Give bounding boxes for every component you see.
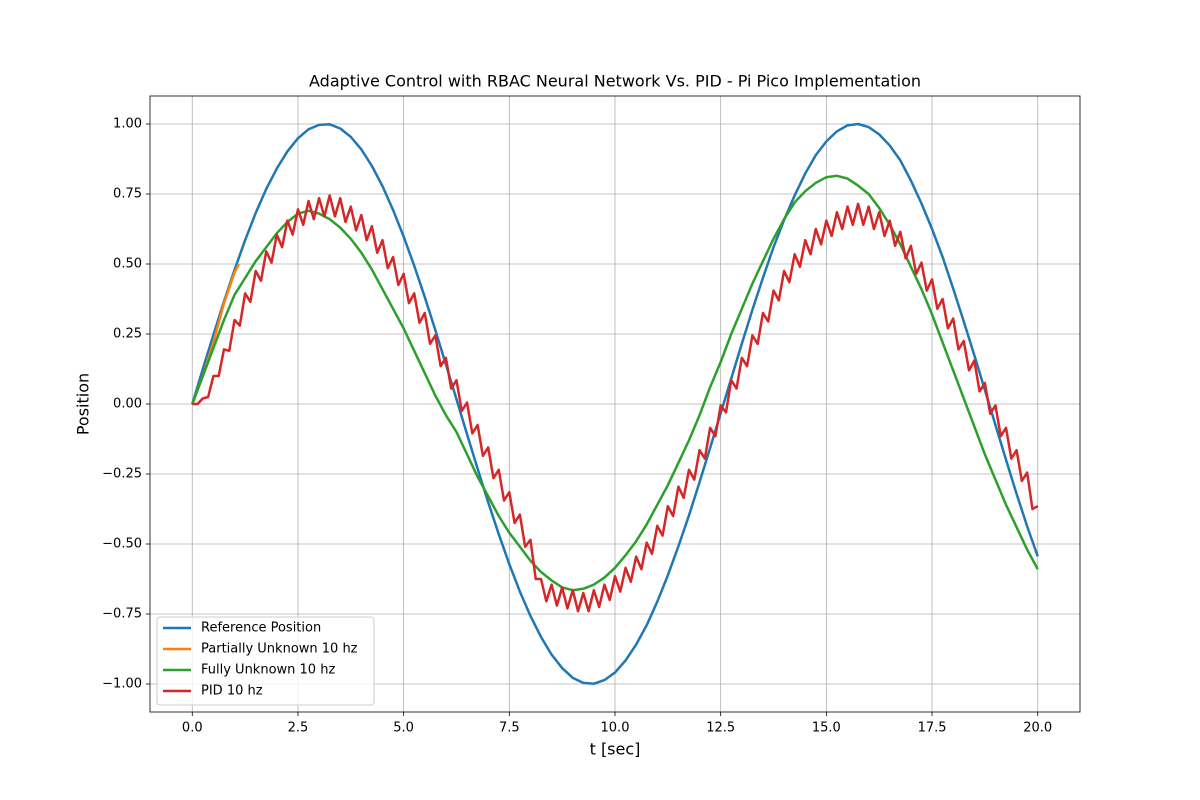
legend-label: Partially Unknown 10 hz [201,642,358,657]
legend-label: PID 10 hz [201,684,263,699]
legend-label: Reference Position [201,621,321,636]
x-tick-label: 7.5 [499,721,520,736]
y-tick-label: 1.00 [113,117,142,132]
y-tick-label: 0.50 [113,257,142,272]
series-line [192,194,1039,613]
y-tick-label: −0.75 [102,607,142,622]
x-tick-label: 10.0 [601,721,630,736]
x-tick-label: 5.0 [393,721,414,736]
x-tick-label: 15.0 [812,721,841,736]
plot-frame [149,95,1081,713]
y-tick-label: −0.25 [102,467,142,482]
x-tick-label: 0.0 [182,721,203,736]
legend-box [156,616,375,706]
series-line [191,122,1039,685]
y-tick-label: −0.50 [102,537,142,552]
legend-label: Fully Unknown 10 hz [201,663,335,678]
y-tick-label: 0.00 [113,397,142,412]
x-axis-label: t [sec] [590,740,641,759]
y-tick-label: −1.00 [102,677,142,692]
chart-title: Adaptive Control with RBAC Neural Networ… [309,72,921,91]
y-tick-label: 0.25 [113,327,142,342]
x-tick-label: 2.5 [288,721,309,736]
x-tick-label: 17.5 [918,721,947,736]
x-tick-label: 20.0 [1023,721,1052,736]
x-tick-label: 12.5 [706,721,735,736]
y-tick-label: 0.75 [113,187,142,202]
y-axis-label: Position [74,373,93,435]
